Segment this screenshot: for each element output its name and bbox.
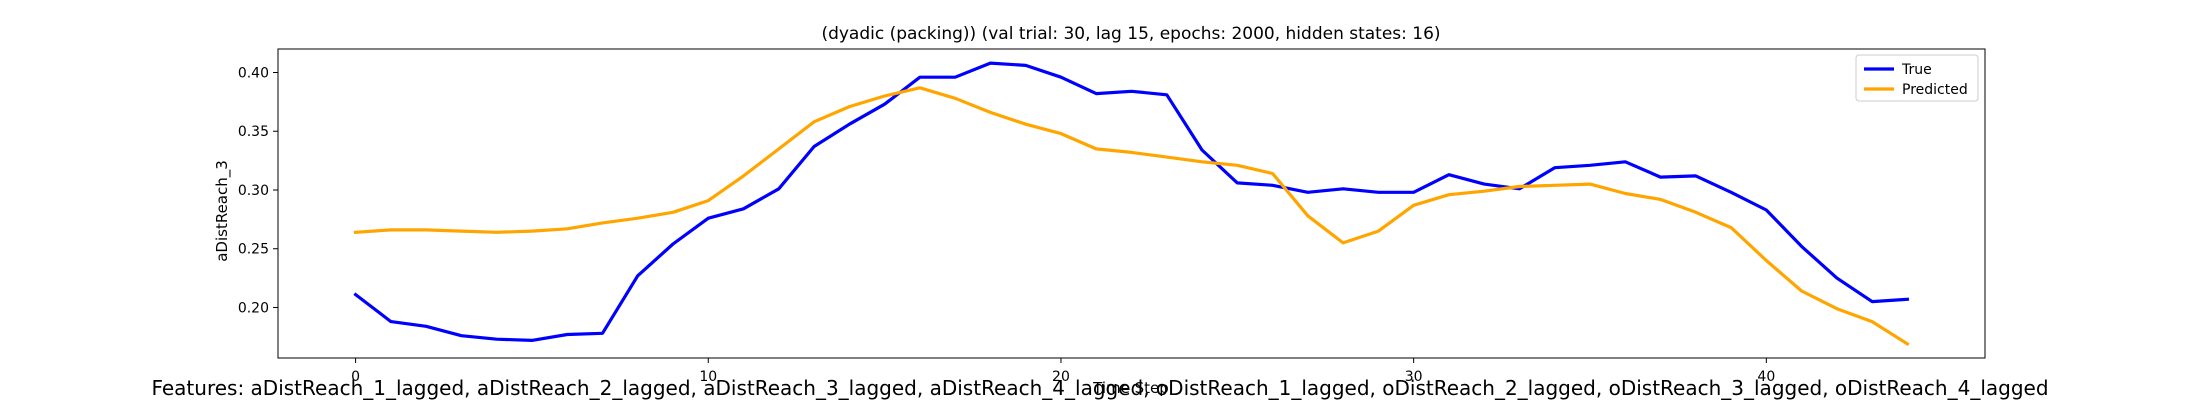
y-tick-label: 0.35 bbox=[238, 124, 269, 140]
legend-label: True bbox=[1901, 62, 1932, 78]
features-caption: Features: aDistReach_1_lagged, aDistReac… bbox=[151, 376, 2049, 400]
x-tick-label: 0 bbox=[351, 369, 360, 385]
y-tick-label: 0.20 bbox=[238, 300, 269, 316]
y-tick-label: 0.25 bbox=[238, 242, 269, 258]
series-line-predicted bbox=[353, 86, 1910, 347]
plot-frame bbox=[277, 48, 1986, 359]
legend: True Predicted bbox=[1855, 54, 1979, 102]
series-line-true bbox=[353, 61, 1910, 342]
x-tick-label: 30 bbox=[1405, 369, 1423, 385]
chart-title: (dyadic (packing)) (val trial: 30, lag 1… bbox=[821, 24, 1440, 44]
legend-label: Predicted bbox=[1902, 82, 1968, 98]
x-axis-label: Time Step bbox=[1092, 379, 1169, 397]
y-tick-label: 0.40 bbox=[238, 65, 269, 81]
y-tick-label: 0.30 bbox=[238, 183, 269, 199]
x-tick-label: 40 bbox=[1757, 369, 1775, 385]
x-tick-label: 20 bbox=[1052, 369, 1070, 385]
x-tick-label: 10 bbox=[699, 369, 717, 385]
y-axis-label: aDistReach_3 bbox=[213, 160, 232, 262]
